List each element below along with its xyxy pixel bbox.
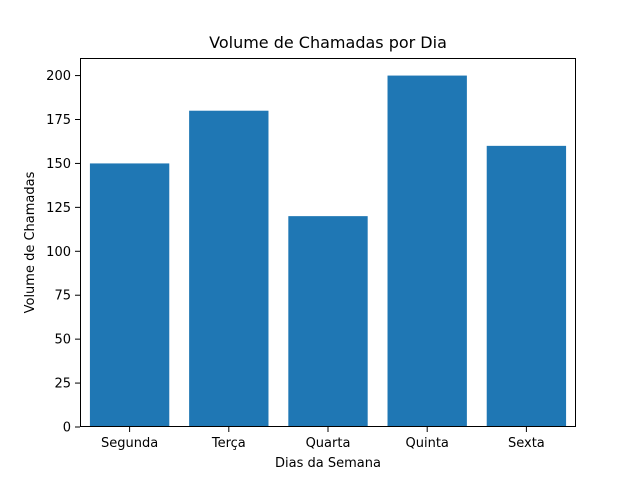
bar-0: [89, 163, 170, 427]
y-tick-label: 25: [54, 377, 71, 392]
bar-1: [189, 110, 269, 427]
x-tick-label: Quarta: [306, 436, 351, 451]
y-tick-label: 0: [63, 421, 71, 436]
plot-frame: [80, 58, 576, 427]
x-axis-label: Dias da Semana: [275, 456, 381, 471]
bar-3: [387, 75, 467, 428]
x-tick-label: Terça: [211, 436, 246, 451]
x-tick-label: Sexta: [508, 436, 545, 451]
y-tick-label: 150: [46, 157, 71, 172]
bars-layer: [89, 75, 567, 428]
y-tick-label: 175: [46, 113, 71, 128]
bar-2: [288, 216, 368, 427]
chart-title: Volume de Chamadas por Dia: [209, 33, 447, 52]
y-tick-label: 75: [54, 289, 71, 304]
y-tick-label: 125: [46, 201, 71, 216]
y-axis-ticks: 0 25 50 75 100 125 150 175 200: [46, 69, 80, 436]
y-tick-label: 200: [46, 69, 71, 84]
bar-4: [486, 145, 567, 427]
x-tick-label: Segunda: [101, 436, 158, 451]
y-tick-label: 100: [46, 245, 71, 260]
x-axis-ticks: Segunda Terça Quarta Quinta Sexta: [101, 427, 545, 451]
y-axis-label: Volume de Chamadas: [23, 171, 38, 313]
x-tick-label: Quinta: [406, 436, 449, 451]
y-tick-label: 50: [54, 333, 71, 348]
